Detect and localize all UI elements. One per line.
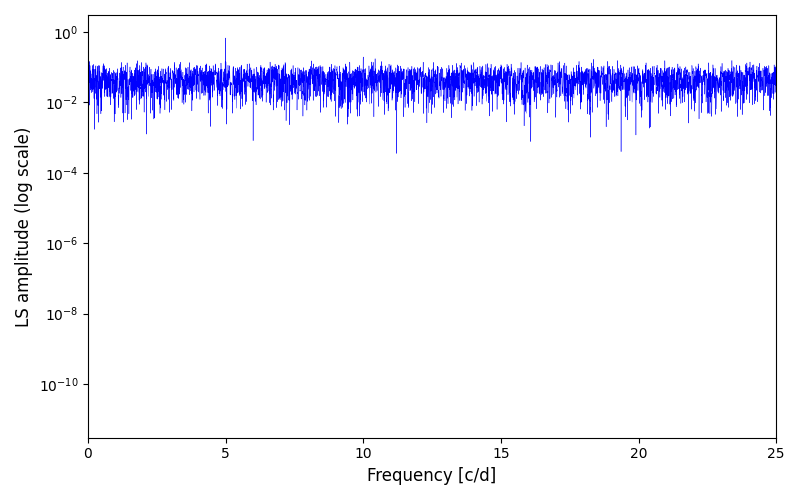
X-axis label: Frequency [c/d]: Frequency [c/d] — [367, 467, 497, 485]
Y-axis label: LS amplitude (log scale): LS amplitude (log scale) — [15, 126, 33, 326]
